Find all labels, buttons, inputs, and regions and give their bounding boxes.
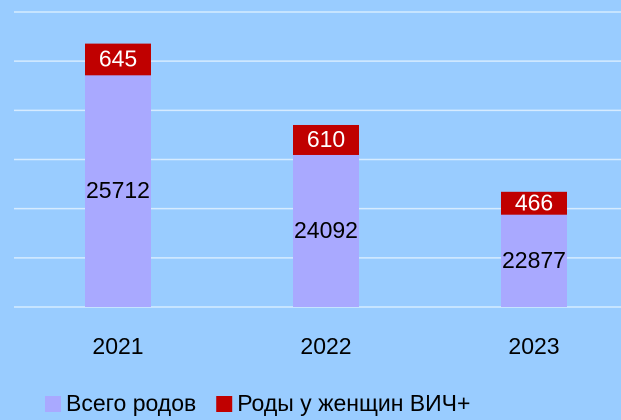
legend-swatch bbox=[45, 396, 61, 412]
value-label: 25712 bbox=[86, 177, 150, 203]
value-label: 466 bbox=[515, 189, 553, 215]
value-label: 610 bbox=[307, 126, 345, 152]
value-label: 22877 bbox=[502, 247, 566, 273]
value-label: 645 bbox=[99, 46, 137, 72]
bar-segment bbox=[501, 214, 567, 307]
legend-swatch bbox=[216, 396, 233, 412]
bar-segment bbox=[293, 154, 359, 307]
bar-segment bbox=[85, 75, 151, 308]
legend-label: Роды у женщин ВИЧ+ bbox=[237, 390, 470, 416]
value-label: 24092 bbox=[294, 217, 358, 243]
bar-segment bbox=[501, 191, 567, 215]
bar-segment bbox=[293, 124, 359, 155]
x-tick-label: 2023 bbox=[508, 333, 559, 359]
bar-segment bbox=[85, 43, 151, 76]
legend-label: Всего родов bbox=[66, 390, 196, 416]
x-tick-label: 2022 bbox=[300, 333, 351, 359]
x-tick-label: 2021 bbox=[92, 333, 143, 359]
